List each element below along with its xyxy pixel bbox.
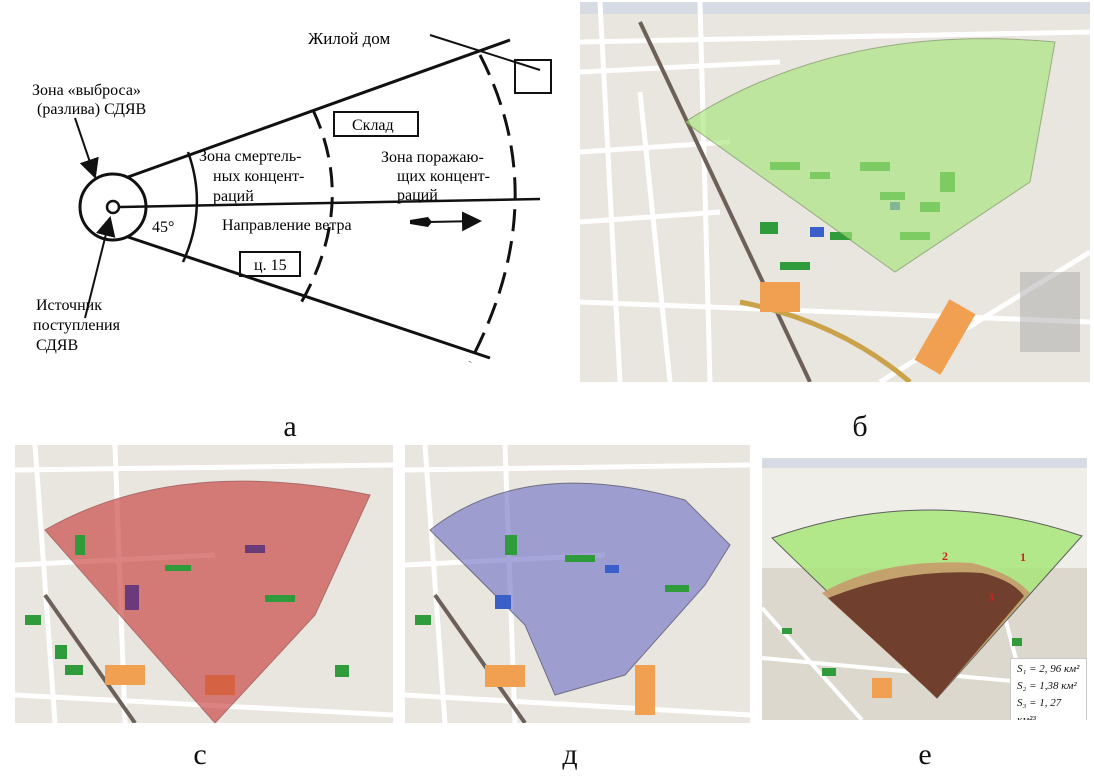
red-zone-sector bbox=[44, 480, 371, 723]
warehouse-label: Склад bbox=[352, 117, 394, 134]
damage-zone-boundary bbox=[468, 54, 517, 363]
zone-3-label: 3 bbox=[988, 590, 994, 604]
residential-house-box bbox=[514, 59, 552, 94]
source-point bbox=[105, 199, 121, 215]
release-zone-label-2: (разлива) СДЯВ bbox=[37, 101, 146, 118]
area-s1: S₁ = 2, 96 км² bbox=[1017, 663, 1080, 675]
zone-2-label: 2 bbox=[942, 549, 948, 563]
area-s3: S₃ = 1, 27 км²³ bbox=[1017, 697, 1062, 720]
area-legend: S₁ = 2, 96 км² S₂ = 1,38 км² S₃ = 1, 27 … bbox=[1010, 658, 1087, 720]
zone-1-label: 1 bbox=[1020, 550, 1026, 564]
zone-3-sector bbox=[828, 572, 1024, 698]
sector-upper-edge bbox=[127, 38, 511, 179]
sector-lower-edge bbox=[127, 235, 491, 360]
lethal-zone-boundary bbox=[296, 109, 334, 309]
caption-a: а bbox=[283, 410, 297, 443]
angle-arc bbox=[181, 151, 199, 263]
map-d bbox=[405, 445, 750, 723]
panel-c-map-red bbox=[15, 445, 393, 723]
residential-house-label: Жилой дом bbox=[308, 29, 390, 48]
wind-arrow-icon bbox=[410, 211, 482, 232]
panel-d-map-blue bbox=[405, 445, 750, 723]
house-pointer-line bbox=[429, 34, 541, 71]
area-s2: S₂ = 1,38 км² bbox=[1017, 680, 1077, 692]
point-15-label: ц. 15 bbox=[254, 257, 287, 274]
panel-a-schematic: Жилой дом Зона «выброса» (разлива) СДЯВ … bbox=[0, 0, 575, 385]
lethal-zone-label-3: раций bbox=[213, 188, 254, 205]
map-c bbox=[15, 445, 393, 723]
angle-label: 45° bbox=[152, 219, 174, 236]
caption-e: е bbox=[918, 738, 932, 771]
release-zone-label-1: Зона «выброса» bbox=[32, 82, 141, 99]
damage-zone-label-1: Зона поражаю- bbox=[381, 149, 484, 166]
lethal-zone-label-1: Зона смертель- bbox=[199, 148, 302, 165]
damage-zone-label-3: раций bbox=[397, 187, 438, 204]
schematic-diagram: Жилой дом Зона «выброса» (разлива) СДЯВ … bbox=[32, 29, 552, 363]
green-zone-sector bbox=[684, 38, 1056, 273]
caption-b: б bbox=[852, 410, 868, 443]
wind-direction-label: Направление ветра bbox=[222, 217, 352, 234]
release-zone-pointer bbox=[74, 117, 99, 179]
source-label-2: поступления bbox=[33, 317, 121, 334]
source-label-1: Источник bbox=[36, 297, 102, 314]
panel-b-map-green bbox=[580, 2, 1090, 382]
damage-zone-label-2: щих концент- bbox=[397, 168, 490, 185]
panel-e-map-overlay: 1 2 3 S₁ = 2, 96 км² S₂ = 1,38 км² S₃ = … bbox=[762, 458, 1087, 720]
caption-c: с bbox=[193, 738, 207, 771]
warehouse-box bbox=[333, 111, 419, 137]
wind-axis bbox=[118, 197, 541, 209]
source-pointer bbox=[84, 216, 116, 319]
map-b bbox=[580, 2, 1090, 382]
point-15-box bbox=[239, 251, 301, 277]
source-label-3: СДЯВ bbox=[36, 337, 78, 354]
lethal-zone-label-2: ных концент- bbox=[213, 168, 304, 185]
caption-d: д bbox=[562, 738, 578, 771]
